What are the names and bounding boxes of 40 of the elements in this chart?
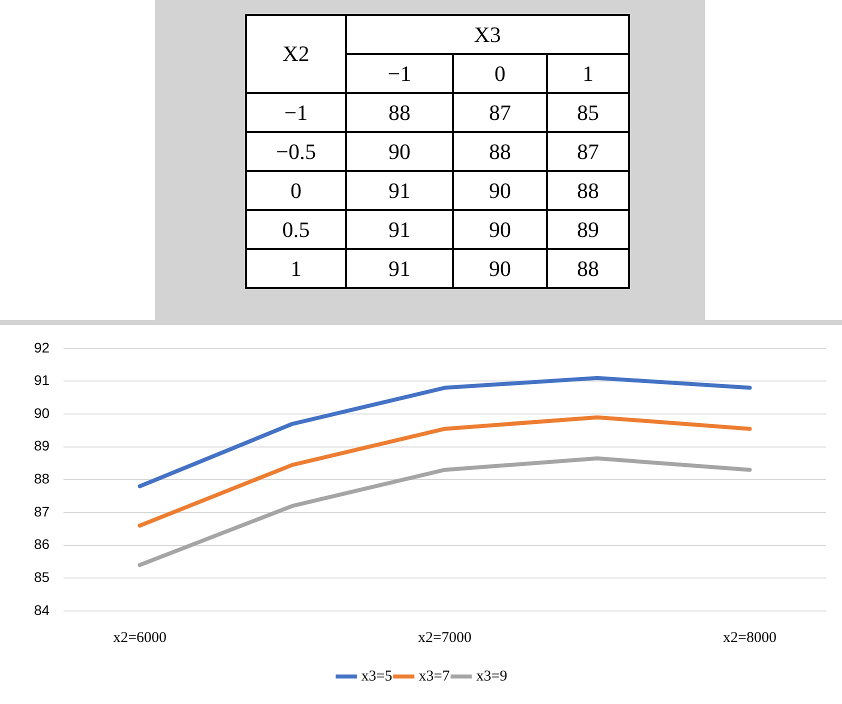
data-label: 89 xyxy=(547,210,629,249)
x-tick-label: 1 xyxy=(547,54,629,93)
y-tick-label: 1 xyxy=(246,249,346,288)
y-tick-label: 84 xyxy=(34,602,50,618)
legend-label: x3=9 xyxy=(476,668,508,684)
y-tick-label: 92 xyxy=(34,339,50,356)
y-tick-label: 0.5 xyxy=(246,210,346,249)
data-label: 91 xyxy=(346,171,453,210)
data-label: 90 xyxy=(453,210,547,249)
data-label: 90 xyxy=(346,132,453,171)
data-label: 88 xyxy=(547,249,629,288)
y-axis-title: X2 xyxy=(246,15,346,93)
legend-label: x3=5 xyxy=(361,668,392,684)
y-tick-label: 87 xyxy=(34,503,50,520)
x-tick-label: x2=6000 xyxy=(113,630,167,646)
y-tick-label: −0.5 xyxy=(246,132,346,171)
y-tick-label: −1 xyxy=(246,93,346,132)
y-tick-label: 85 xyxy=(34,569,50,586)
x-axis-title: X3 xyxy=(346,15,629,54)
data-label: 88 xyxy=(346,93,453,132)
data-label: 88 xyxy=(547,171,629,210)
data-label: 85 xyxy=(547,93,629,132)
y-tick-label: 86 xyxy=(34,536,50,552)
data-label: 91 xyxy=(346,249,453,288)
y-tick-label: 88 xyxy=(34,470,50,487)
x-tick-label: −1 xyxy=(346,54,453,93)
data-label: 87 xyxy=(547,132,629,171)
x-tick-label: x2=7000 xyxy=(418,630,472,646)
x-tick-label: x2=8000 xyxy=(723,630,776,646)
legend-label: x3=7 xyxy=(418,668,450,684)
y-tick-label: 0 xyxy=(246,171,346,210)
data-label: 90 xyxy=(453,171,547,210)
data-label: 88 xyxy=(453,132,547,171)
data-label: 90 xyxy=(453,249,547,288)
y-tick-label: 90 xyxy=(34,404,50,421)
x-tick-label: 0 xyxy=(453,54,547,93)
data-label: 87 xyxy=(453,93,547,132)
data-label: 91 xyxy=(346,210,453,249)
y-tick-label: 91 xyxy=(34,372,50,388)
y-tick-label: 89 xyxy=(34,438,50,454)
